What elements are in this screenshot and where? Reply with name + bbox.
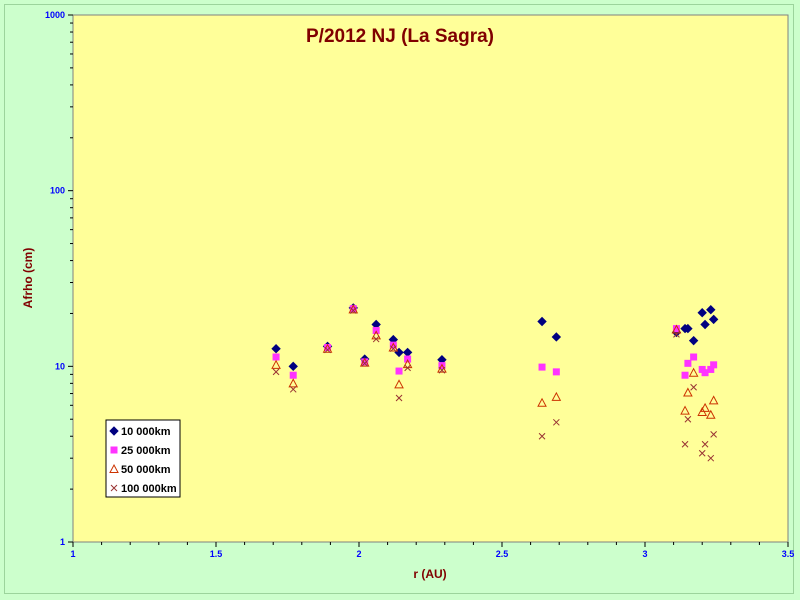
data-point (552, 368, 560, 376)
data-point (394, 379, 404, 389)
data-point (688, 367, 699, 377)
data-point (272, 353, 280, 361)
data-point (708, 314, 719, 325)
x-tick-label: 2 (356, 549, 361, 559)
data-point (671, 324, 682, 334)
legend-item: 10 000km (109, 426, 171, 438)
data-point (438, 366, 446, 374)
data-point (690, 353, 698, 361)
legend-item: 25 000km (110, 445, 171, 457)
data-point (272, 368, 280, 376)
legend-box (105, 419, 181, 498)
data-point (700, 402, 710, 412)
y-axis-title: Afrho (cm) (21, 248, 35, 309)
legend-item: 50 000km (109, 463, 171, 476)
chart-title: P/2012 NJ (La Sagra) (306, 26, 494, 47)
legend-marker (109, 463, 119, 473)
data-point (395, 394, 403, 402)
data-point (537, 397, 547, 407)
data-point (271, 359, 281, 369)
data-point (684, 359, 692, 367)
data-point (710, 361, 718, 369)
legend-marker (110, 446, 118, 454)
x-axis-title: r (AU) (413, 567, 446, 581)
data-point (389, 345, 397, 353)
data-point (690, 383, 697, 391)
data-point (289, 371, 297, 379)
data-point (361, 359, 369, 367)
x-tick-label: 1.5 (210, 549, 223, 559)
data-point (700, 319, 710, 330)
chart-frame (4, 4, 794, 594)
data-point (271, 343, 281, 354)
data-point (673, 331, 680, 338)
data-point (404, 364, 411, 372)
y-tick-label: 1 (60, 537, 65, 547)
data-point (359, 357, 370, 367)
legend-marker (109, 426, 119, 436)
x-tick-label: 2.5 (496, 549, 509, 559)
data-point (537, 316, 547, 327)
series-4 (272, 307, 717, 462)
data-point (324, 346, 331, 354)
data-point (701, 440, 709, 448)
y-tick-label: 10 (55, 361, 65, 371)
tick-labels: 1 1.5 2 2.5 3 3.5 1 10 100 1000 (45, 10, 794, 559)
legend: 10 000km 25 000km 50 000km 100 000km (105, 419, 181, 498)
data-point (349, 307, 357, 314)
x-tick-label: 3 (642, 549, 647, 559)
data-point (681, 371, 689, 379)
plot-area (72, 14, 789, 543)
data-point (552, 418, 560, 426)
data-point (698, 449, 706, 457)
data-point (683, 387, 693, 397)
legend-label: 25 000km (121, 445, 171, 457)
data-point (680, 405, 690, 415)
data-point (681, 440, 689, 448)
axis-ticks (68, 14, 789, 547)
legend-label: 100 000km (121, 483, 177, 495)
data-point (288, 361, 298, 372)
y-tick-label: 100 (50, 186, 65, 196)
data-point (538, 432, 546, 440)
data-point (551, 391, 562, 401)
data-point (683, 323, 693, 334)
data-point (684, 415, 692, 423)
data-point (288, 378, 299, 388)
data-point (707, 454, 715, 462)
data-points (271, 303, 719, 462)
y-tick-label: 1000 (45, 10, 65, 20)
data-point (697, 307, 707, 318)
data-point (708, 395, 719, 405)
data-point (538, 363, 546, 371)
legend-label: 50 000km (121, 464, 171, 476)
data-point (705, 409, 716, 419)
legend-item: 100 000km (110, 483, 177, 495)
data-point (701, 369, 709, 377)
legend-label: 10 000km (121, 426, 171, 438)
x-tick-label: 3.5 (782, 549, 795, 559)
data-point (289, 385, 297, 393)
data-point (372, 335, 380, 343)
data-point (706, 305, 716, 315)
data-point (395, 367, 403, 375)
legend-marker (110, 484, 118, 492)
data-point (688, 335, 699, 346)
data-point (710, 431, 717, 438)
x-tick-label: 1 (70, 549, 75, 559)
data-point (551, 332, 562, 342)
